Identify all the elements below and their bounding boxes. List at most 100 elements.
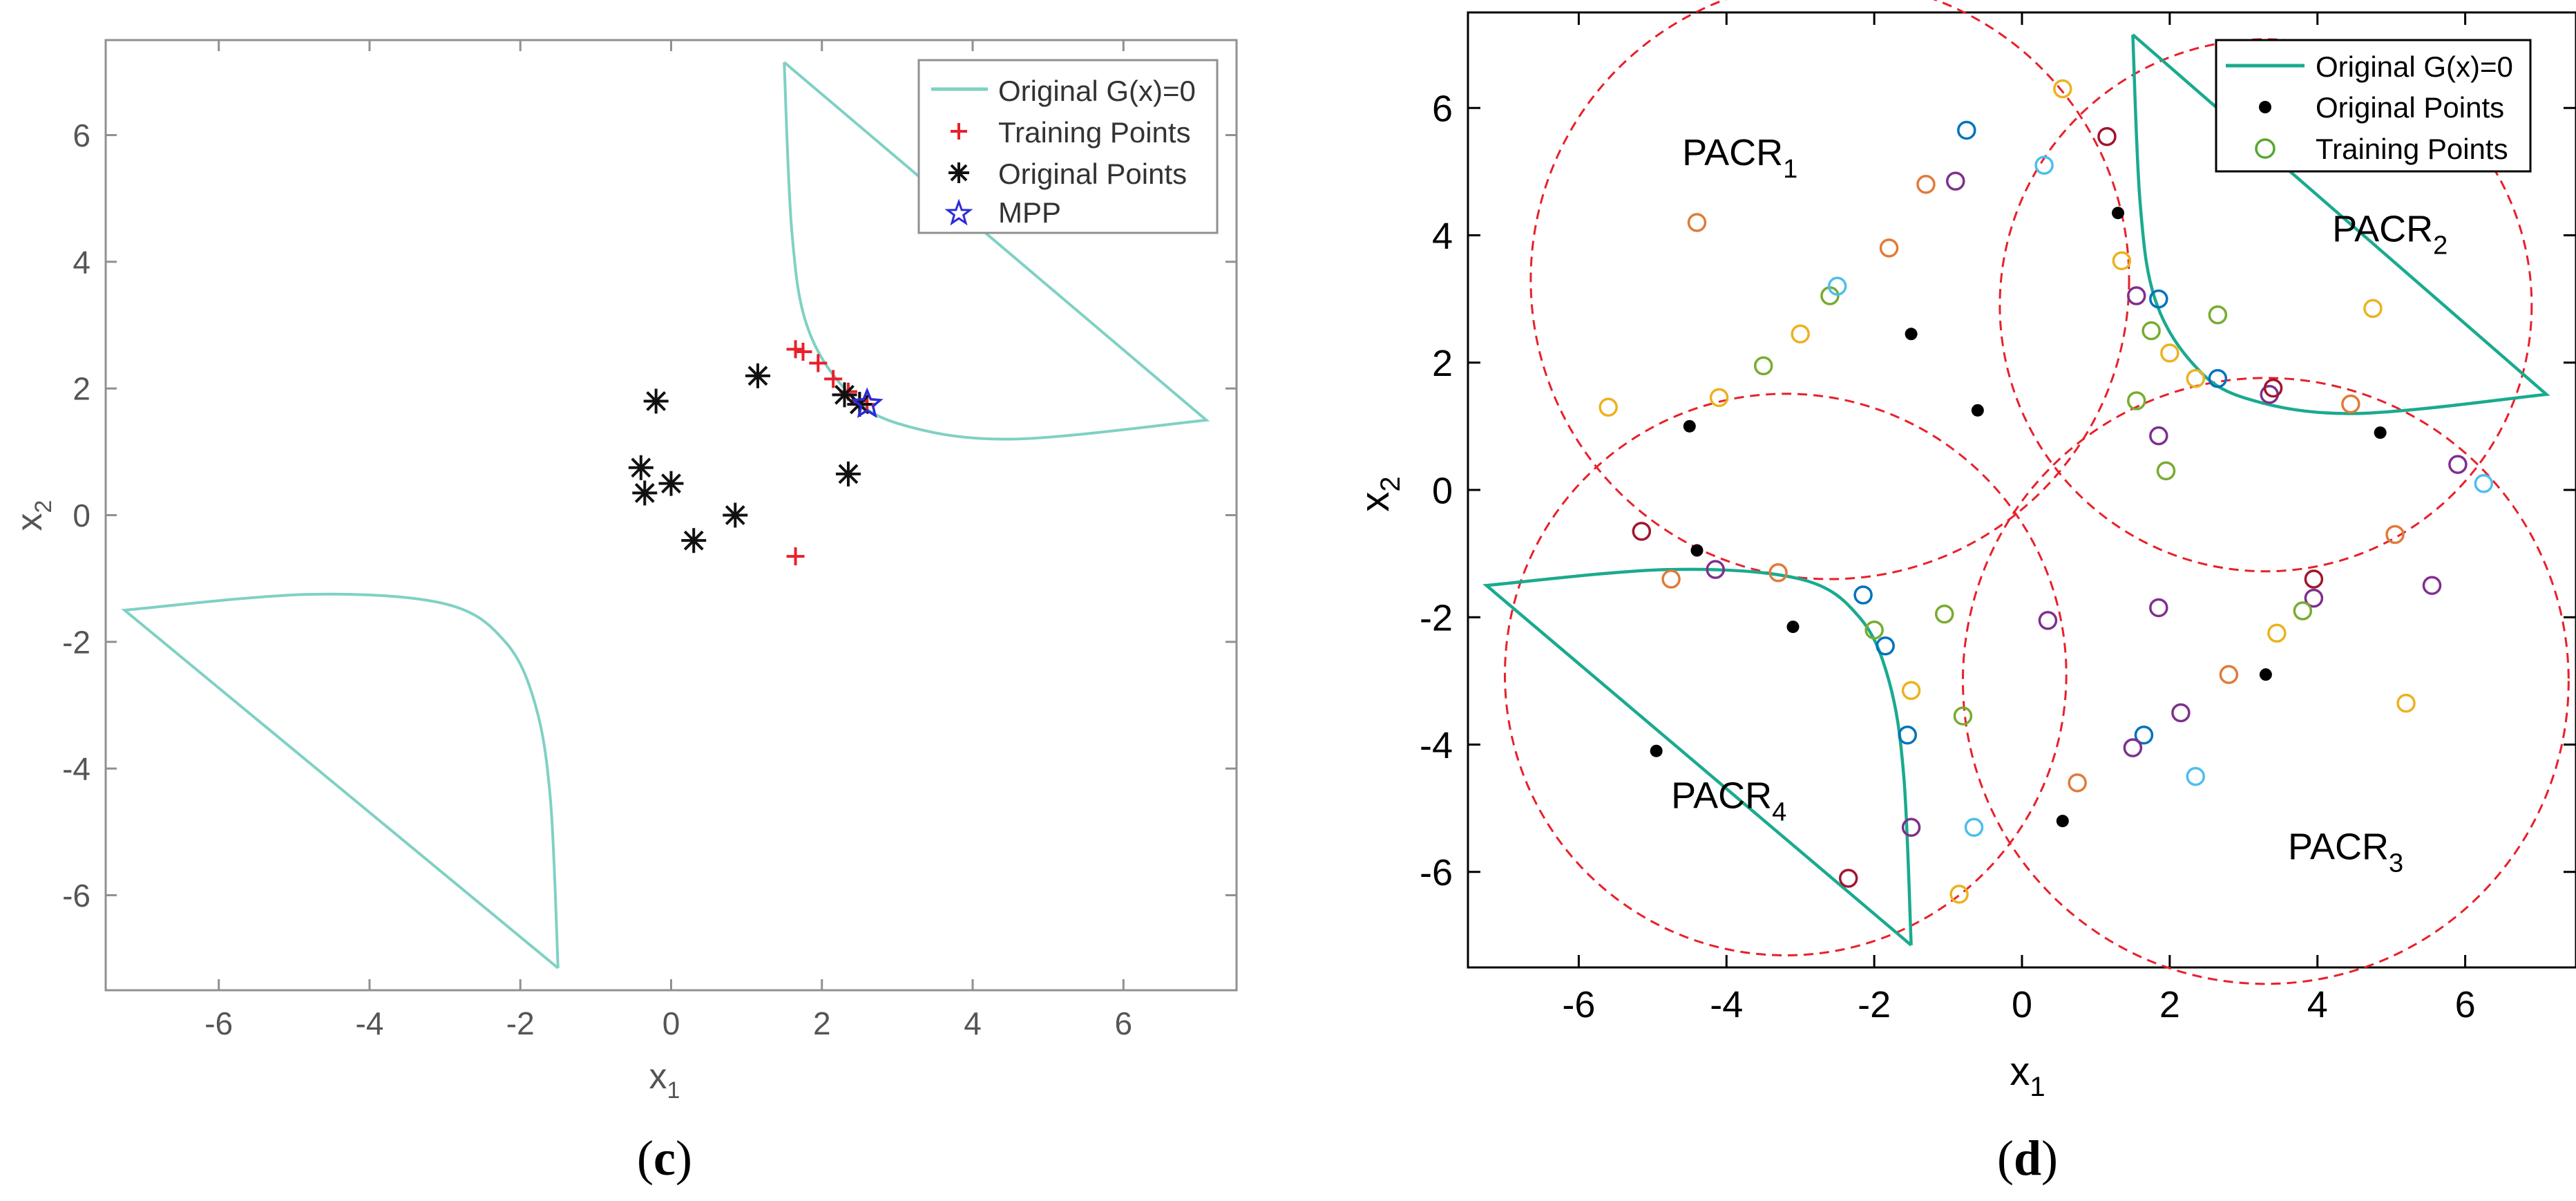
c-y-tick-label: -2: [62, 624, 90, 660]
d-training-point: [2126, 391, 2146, 410]
c-original-point: [643, 388, 669, 414]
c-original-point: [628, 455, 653, 480]
d-training-point: [1768, 563, 1788, 583]
d-x-tick-label: 2: [2159, 984, 2180, 1025]
d-training-point: [2448, 455, 2468, 474]
c-x-tick-label: 4: [964, 1005, 982, 1041]
c-original-point: [681, 528, 707, 554]
d-training-point: [1599, 397, 1618, 417]
d-training-point: [2267, 623, 2287, 643]
panel-c-chart: -6 -4 -2 0 2 4 6 -6 -4 -2 0 2 4 6 x1 x2 Original G(x)…: [10, 39, 1238, 1186]
d-training-point: [1853, 585, 1873, 605]
c-x-tick-label: 2: [813, 1005, 831, 1041]
d-x-tick-label: 6: [2455, 984, 2476, 1025]
d-training-point: [1838, 869, 1858, 888]
d-training-point: [2141, 321, 2161, 341]
c-y-axis-label: x2: [10, 500, 57, 531]
d-y-tick-label: 2: [1432, 343, 1453, 384]
d-training-point: [2474, 474, 2494, 493]
d-training-point: [2186, 766, 2206, 786]
d-training-point: [2304, 588, 2324, 608]
d-training-point: [1632, 522, 1652, 541]
d-original-point: [1905, 328, 1918, 341]
d-training-point: [2038, 611, 2058, 630]
d-limit-state-curve-lower: [1482, 567, 1913, 947]
d-x-tick-label: -2: [1858, 984, 1891, 1025]
c-y-tick-label: -6: [62, 878, 90, 914]
c-original-point: [723, 502, 748, 528]
panel-d-chart: -6 -4 -2 0 2 4 6 -6 -4 -2 0 2 4 6 PACR1 PACR2 PACR3 PACR…: [1353, 0, 2576, 1186]
d-original-point: [1683, 419, 1696, 433]
d-legend-item-original: Original Points: [2316, 91, 2504, 124]
d-limit-state-curve-upper: [2131, 33, 2550, 415]
c-x-tick-label: -2: [506, 1005, 535, 1041]
c-training-point: [786, 547, 805, 566]
d-training-point: [1949, 885, 1969, 904]
d-training-point: [1687, 213, 1707, 232]
d-training-point: [2208, 305, 2228, 325]
d-region-label: PACR3: [2288, 826, 2403, 878]
d-x-tick-label: -4: [1710, 984, 1743, 1025]
d-x-tick-label: -6: [1562, 984, 1595, 1025]
c-training-point: [809, 354, 828, 372]
d-legend-training-swatch: [2255, 138, 2276, 159]
c-x-tick-label: 6: [1115, 1005, 1133, 1041]
d-training-point: [1916, 175, 1936, 194]
c-training-point: [786, 340, 805, 359]
c-y-tick-label: 0: [73, 498, 90, 533]
d-training-point: [2219, 665, 2239, 684]
d-training-point: [2171, 703, 2191, 723]
d-x-tick-label: 4: [2307, 984, 2328, 1025]
c-legend-training-swatch: [951, 123, 967, 140]
d-training-point: [2134, 725, 2154, 745]
d-y-tick-label: 6: [1432, 88, 1453, 130]
d-original-point: [2259, 668, 2272, 681]
d-x-axis-label: x1: [2010, 1049, 2045, 1102]
d-training-point: [1791, 324, 1810, 344]
d-training-point: [1706, 560, 1725, 579]
d-original-point: [2056, 815, 2069, 828]
d-original-point: [1971, 404, 1984, 417]
d-training-point: [1879, 238, 1899, 258]
d-y-tick-label: -2: [1420, 598, 1453, 639]
c-legend-item-curve: Original G(x)=0: [998, 75, 1196, 107]
d-training-point: [2126, 286, 2146, 305]
d-region-circle: [1961, 377, 2570, 985]
d-original-point: [1690, 544, 1704, 557]
d-legend-item-training: Training Points: [2316, 133, 2508, 165]
c-y-tick-label: 2: [73, 371, 90, 407]
c-legend-mpp-swatch: [944, 198, 973, 226]
c-x-tick-label: 0: [662, 1005, 680, 1041]
d-training-point: [1953, 706, 1973, 726]
d-training-point: [2341, 394, 2360, 414]
c-limit-state-curve-lower: [121, 592, 560, 970]
d-y-axis-label: x2: [1353, 476, 1406, 511]
d-y-tick-label: 0: [1432, 470, 1453, 511]
d-training-point: [1901, 681, 1921, 700]
d-training-point: [1661, 569, 1681, 589]
c-original-point: [658, 471, 684, 496]
c-original-point: [632, 480, 658, 506]
d-training-point: [2293, 601, 2313, 621]
d-legend-item-curve: Original G(x)=0: [2316, 50, 2513, 83]
d-training-point: [2156, 461, 2176, 481]
d-training-point: [2149, 426, 2168, 446]
d-training-point: [2363, 299, 2383, 319]
c-panel-caption: (c): [637, 1131, 692, 1186]
c-legend-original-swatch: [948, 162, 969, 183]
c-y-tick-label: 6: [73, 117, 90, 153]
d-training-point: [2053, 79, 2072, 99]
c-x-tick-label: -4: [356, 1005, 384, 1041]
c-original-point: [832, 382, 857, 408]
d-training-point: [2385, 524, 2405, 545]
d-training-point: [2208, 369, 2228, 388]
d-training-point: [1876, 636, 1895, 656]
d-training-point: [1753, 356, 1773, 376]
c-legend-item-mpp: MPP: [998, 196, 1061, 229]
c-x-axis-label: x1: [649, 1057, 680, 1104]
d-training-point: [2422, 576, 2442, 595]
d-training-point: [2304, 569, 2324, 589]
d-region-circle: [1998, 38, 2533, 573]
d-y-tick-label: 4: [1432, 216, 1453, 257]
